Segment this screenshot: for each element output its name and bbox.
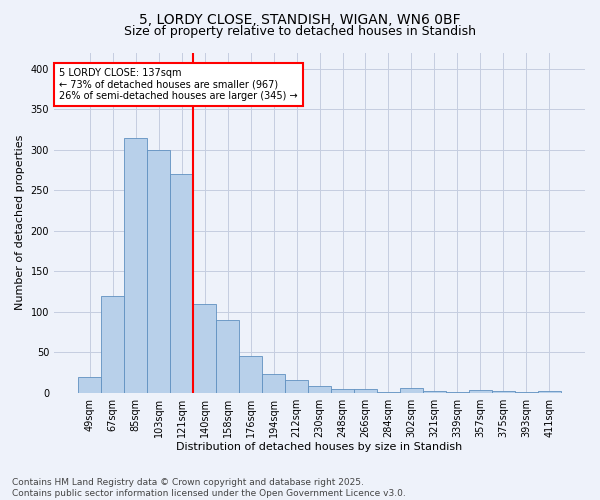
Bar: [147, 150, 170, 392]
Bar: [216, 320, 239, 392]
Bar: [78, 376, 101, 392]
Bar: [469, 390, 492, 392]
Bar: [538, 391, 561, 392]
Bar: [262, 374, 285, 392]
Bar: [331, 388, 354, 392]
Bar: [170, 174, 193, 392]
Text: Contains HM Land Registry data © Crown copyright and database right 2025.
Contai: Contains HM Land Registry data © Crown c…: [12, 478, 406, 498]
Bar: [423, 391, 446, 392]
Bar: [354, 390, 377, 392]
Bar: [308, 386, 331, 392]
X-axis label: Distribution of detached houses by size in Standish: Distribution of detached houses by size …: [176, 442, 463, 452]
Text: 5, LORDY CLOSE, STANDISH, WIGAN, WN6 0BF: 5, LORDY CLOSE, STANDISH, WIGAN, WN6 0BF: [139, 12, 461, 26]
Text: 5 LORDY CLOSE: 137sqm
← 73% of detached houses are smaller (967)
26% of semi-det: 5 LORDY CLOSE: 137sqm ← 73% of detached …: [59, 68, 298, 101]
Bar: [285, 380, 308, 392]
Bar: [400, 388, 423, 392]
Bar: [124, 138, 147, 392]
Bar: [101, 296, 124, 392]
Text: Size of property relative to detached houses in Standish: Size of property relative to detached ho…: [124, 25, 476, 38]
Y-axis label: Number of detached properties: Number of detached properties: [15, 135, 25, 310]
Bar: [193, 304, 216, 392]
Bar: [239, 356, 262, 392]
Bar: [492, 391, 515, 392]
